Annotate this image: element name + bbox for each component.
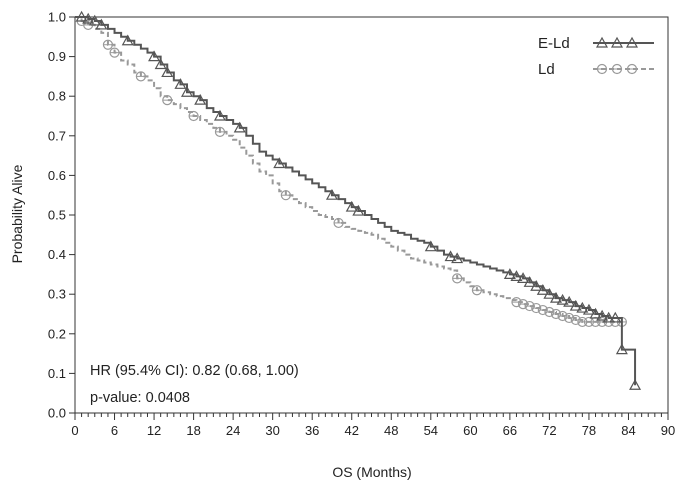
x-axis: 0 6 12 18 24 30 36 42 48 54 60 66 72 78 84 90 bbox=[71, 413, 675, 438]
x-tick-label: 42 bbox=[344, 423, 358, 438]
censor-marker-e-ld bbox=[95, 18, 108, 30]
censor-marker-e-ld bbox=[213, 109, 226, 121]
censor-marker-e-ld bbox=[424, 240, 437, 252]
p-value-annotation: p-value: 0.0408 bbox=[90, 390, 190, 406]
censor-marker-e-ld bbox=[589, 307, 602, 319]
x-tick-label: 72 bbox=[542, 423, 556, 438]
censor-marker-e-ld bbox=[576, 301, 589, 313]
censor-marker-e-ld bbox=[121, 34, 134, 46]
y-tick-label: 0.3 bbox=[48, 287, 66, 302]
y-tick-label: 0.5 bbox=[48, 208, 66, 223]
censor-marker-e-ld bbox=[615, 343, 628, 355]
x-tick-label: 66 bbox=[503, 423, 517, 438]
legend-marker-e-ld bbox=[610, 36, 624, 48]
series-ld bbox=[75, 15, 627, 328]
x-tick-label: 6 bbox=[111, 423, 118, 438]
censor-marker-e-ld bbox=[148, 50, 161, 62]
censor-marker-e-ld bbox=[536, 284, 549, 295]
x-tick-label: 18 bbox=[186, 423, 200, 438]
x-axis-label: OS (Months) bbox=[332, 464, 411, 480]
y-tick-label: 0.8 bbox=[48, 89, 66, 104]
y-tick-label: 0.4 bbox=[48, 247, 66, 262]
censor-marker-e-ld bbox=[352, 204, 365, 216]
x-tick-label: 60 bbox=[463, 423, 477, 438]
censor-marker-e-ld bbox=[233, 121, 246, 133]
y-tick-label: 0.7 bbox=[48, 128, 66, 143]
x-tick-label: 48 bbox=[384, 423, 398, 438]
censor-marker-e-ld bbox=[503, 268, 516, 279]
x-tick-label: 78 bbox=[582, 423, 596, 438]
censor-marker-e-ld bbox=[161, 66, 174, 78]
x-tick-label: 54 bbox=[424, 423, 438, 438]
censor-marker-e-ld bbox=[88, 14, 101, 26]
x-tick-label: 24 bbox=[226, 423, 240, 438]
y-tick-label: 0.0 bbox=[48, 406, 66, 421]
legend-swatches bbox=[593, 36, 654, 75]
censor-marker-e-ld bbox=[602, 311, 615, 323]
censor-marker-e-ld bbox=[543, 287, 556, 299]
censor-marker-e-ld bbox=[345, 200, 358, 212]
censor-marker-e-ld bbox=[180, 86, 194, 97]
censor-marker-e-ld bbox=[174, 78, 187, 89]
y-tick-label: 1.0 bbox=[48, 10, 66, 25]
x-tick-label: 0 bbox=[71, 423, 78, 438]
x-tick-label: 90 bbox=[661, 423, 675, 438]
censor-marker-e-ld bbox=[596, 309, 609, 321]
censor-marker-e-ld bbox=[523, 276, 536, 287]
censor-marker-e-ld bbox=[75, 10, 88, 22]
censor-marker-e-ld bbox=[154, 58, 167, 70]
y-tick-label: 0.9 bbox=[48, 49, 66, 64]
legend-label-ld: Ld bbox=[538, 61, 555, 78]
censor-marker-e-ld bbox=[549, 291, 563, 303]
censor-marker-e-ld bbox=[194, 93, 207, 105]
censor-marker-e-ld bbox=[517, 272, 530, 283]
censor-marker-e-ld bbox=[451, 252, 464, 264]
censor-marker-e-ld bbox=[582, 303, 595, 315]
censor-marker-e-ld bbox=[325, 188, 338, 200]
censor-marker-e-ld bbox=[629, 379, 642, 390]
x-tick-label: 36 bbox=[305, 423, 319, 438]
censor-marker-e-ld bbox=[273, 157, 286, 169]
y-axis: 0.0 0.1 0.2 0.3 0.4 0.5 0.6 0.7 0.8 0.9 1.0 bbox=[48, 10, 75, 421]
censor-marker-e-ld bbox=[510, 270, 523, 281]
y-tick-label: 0.6 bbox=[48, 168, 66, 183]
series-layer bbox=[75, 10, 642, 390]
x-tick-label: 30 bbox=[265, 423, 279, 438]
legend-marker-e-ld bbox=[595, 36, 609, 48]
y-tick-label: 0.1 bbox=[48, 366, 66, 381]
censor-marker-e-ld bbox=[82, 12, 95, 24]
censor-marker-e-ld bbox=[609, 311, 622, 323]
censor-marker-e-ld bbox=[569, 299, 582, 311]
censor-marker-e-ld bbox=[444, 250, 457, 262]
censor-marker-e-ld bbox=[556, 293, 569, 305]
hazard-ratio-annotation: HR (95.4% CI): 0.82 (0.68, 1.00) bbox=[90, 363, 299, 379]
x-tick-label: 84 bbox=[621, 423, 635, 438]
x-tick-label: 12 bbox=[147, 423, 161, 438]
censor-marker-e-ld bbox=[530, 280, 543, 291]
legend: E-Ld Ld bbox=[538, 35, 654, 78]
censor-marker-e-ld bbox=[563, 295, 576, 307]
legend-marker-e-ld bbox=[625, 36, 639, 48]
y-axis-label: Probability Alive bbox=[9, 164, 25, 263]
y-tick-label: 0.2 bbox=[48, 326, 66, 341]
series-e-ld bbox=[75, 10, 642, 390]
legend-label-eld: E-Ld bbox=[538, 35, 570, 52]
